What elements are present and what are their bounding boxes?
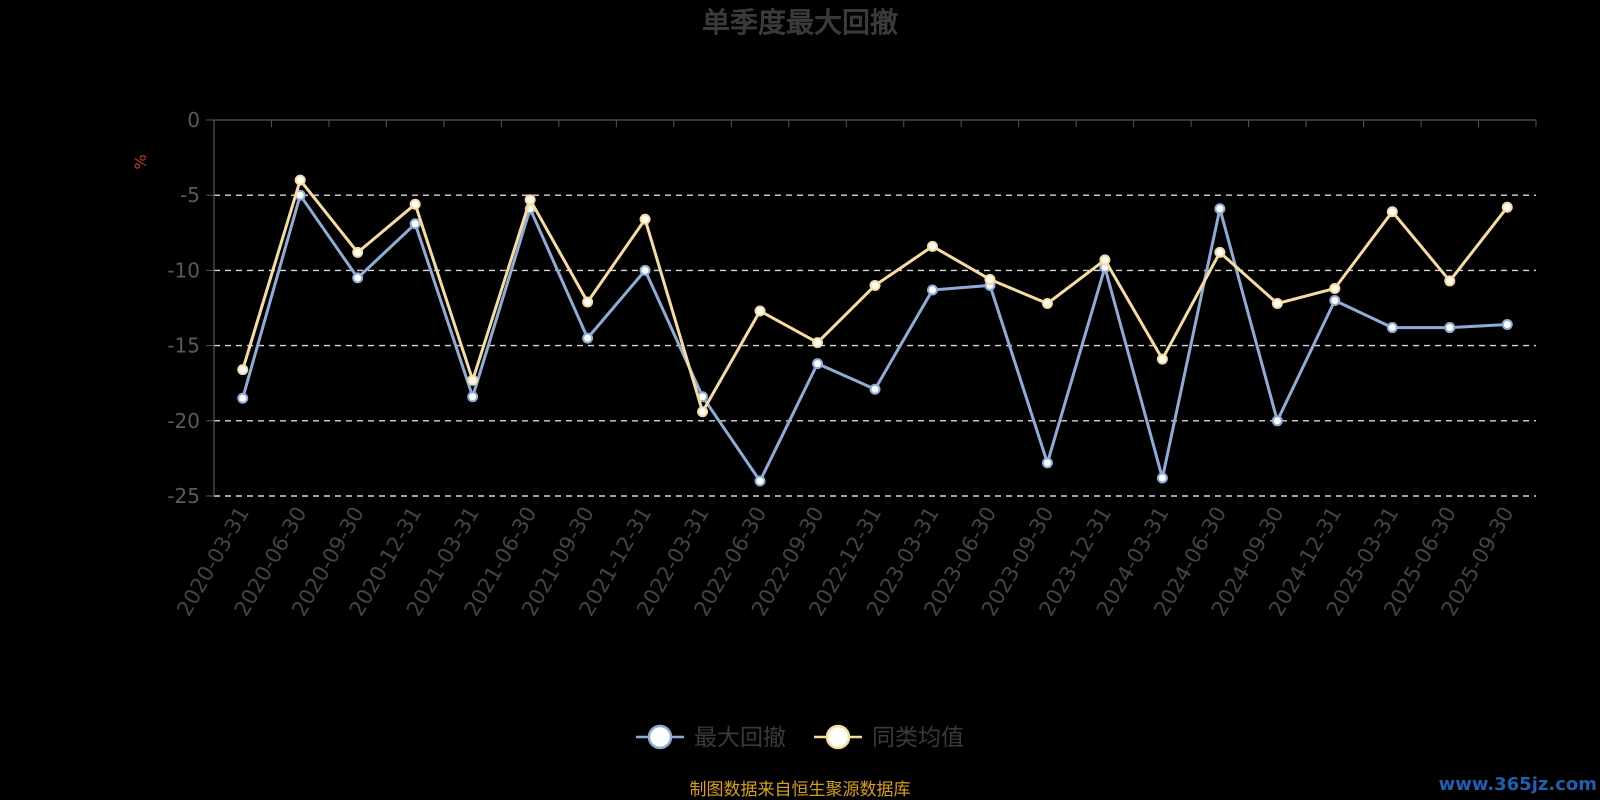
legend: 最大回撤 同类均值: [636, 724, 964, 751]
data-point: [1329, 282, 1341, 294]
data-point: [812, 358, 824, 370]
data-point: [984, 273, 996, 285]
data-point: [926, 240, 938, 252]
y-tick-label: -15: [167, 334, 200, 358]
data-point: [237, 364, 249, 376]
data-point: [812, 337, 824, 349]
data-point: [1329, 294, 1341, 306]
data-point: [697, 406, 709, 418]
data-source-note: 制图数据来自恒生聚源数据库: [690, 780, 911, 800]
data-point: [1444, 275, 1456, 287]
legend-marker: [647, 724, 673, 750]
data-point: [1156, 353, 1168, 365]
y-tick-label: -20: [167, 409, 200, 433]
data-point: [1041, 297, 1053, 309]
grid: [214, 194, 1536, 497]
y-tick-label: 0: [187, 108, 200, 132]
data-point: [926, 284, 938, 296]
data-point: [754, 305, 766, 317]
data-point: [639, 213, 651, 225]
series-line: [241, 178, 1509, 414]
data-point: [754, 475, 766, 487]
legend-marker: [825, 724, 851, 750]
data-point: [352, 272, 364, 284]
data-point: [467, 374, 479, 386]
data-point: [582, 296, 594, 308]
series-2: [237, 174, 1513, 418]
data-point: [1271, 415, 1283, 427]
data-point: [1041, 457, 1053, 469]
legend-label: 同类均值: [872, 725, 964, 751]
data-point: [582, 332, 594, 344]
x-tick-labels: 2020-03-312020-06-302020-09-302020-12-31…: [172, 503, 1518, 621]
series-line: [241, 193, 1508, 483]
data-point: [1156, 472, 1168, 484]
data-point: [237, 392, 249, 404]
y-tick-labels: 0 -5 -10 -15 -20 -25: [167, 108, 200, 508]
data-point: [1386, 206, 1398, 218]
data-point: [639, 264, 651, 276]
data-point: [1501, 319, 1513, 331]
data-point: [409, 198, 421, 210]
data-point: [294, 174, 306, 186]
data-point: [1214, 203, 1226, 215]
legend-label: 最大回撤: [694, 725, 786, 751]
y-axis-unit: %: [131, 154, 150, 169]
data-point: [352, 246, 364, 258]
data-point: [1444, 322, 1456, 334]
data-point: [524, 194, 536, 206]
data-point: [869, 279, 881, 291]
chart-title: 单季度最大回撤: [702, 6, 898, 39]
data-point: [409, 218, 421, 230]
y-tick-label: -25: [167, 484, 200, 508]
data-point: [1214, 246, 1226, 258]
data-point: [869, 383, 881, 395]
data-point: [1271, 297, 1283, 309]
axes: [206, 119, 1537, 497]
data-point: [1099, 254, 1111, 266]
series-group: [237, 174, 1513, 487]
y-tick-label: -10: [167, 258, 200, 282]
watermark: www.365jz.com: [1439, 774, 1597, 795]
y-tick-label: -5: [180, 183, 200, 207]
data-point: [467, 391, 479, 403]
data-point: [1501, 201, 1513, 213]
series-1: [237, 189, 1513, 487]
data-point: [1386, 322, 1398, 334]
